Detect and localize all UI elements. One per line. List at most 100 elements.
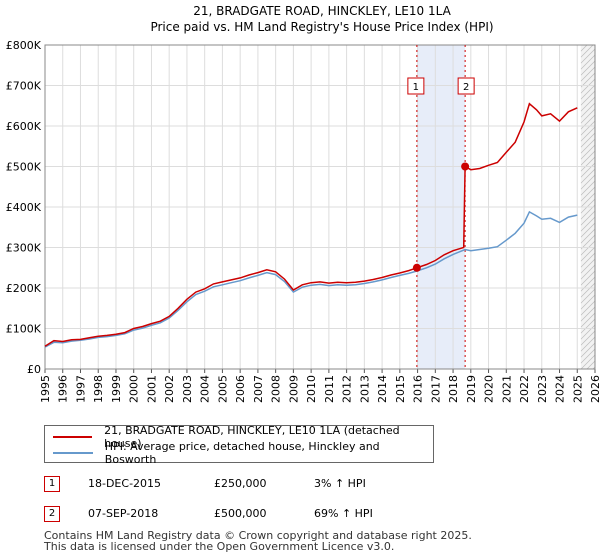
projection-hatch-line	[580, 312, 596, 328]
projection-hatch-line	[580, 54, 596, 70]
projection-hatch-line	[580, 78, 596, 94]
x-tick-label: 2016	[412, 375, 425, 403]
transaction-price: £250,000	[214, 477, 267, 490]
projection-hatch-line	[580, 96, 596, 112]
x-tick-label: 2011	[323, 375, 336, 403]
projection-hatch-line	[580, 210, 596, 226]
x-tick-label: 2008	[270, 375, 283, 403]
y-tick-label: £100K	[6, 323, 42, 336]
projection-hatch-line	[580, 144, 596, 160]
projection-hatch-line	[580, 45, 588, 52]
x-tick-label: 2013	[358, 375, 371, 403]
series-line-property	[44, 102, 578, 347]
projection-hatch-line	[580, 120, 596, 136]
projection-hatch-line	[580, 288, 596, 304]
transaction-point	[412, 263, 421, 272]
footer-copyright: Contains HM Land Registry data © Crown c…	[44, 529, 472, 542]
projection-hatch-line	[580, 216, 596, 232]
projection-hatch-line	[580, 222, 596, 238]
x-tick-label: 2014	[376, 375, 389, 403]
x-tick-label: 2004	[199, 375, 212, 403]
projection-hatch-line	[580, 180, 596, 196]
projection-hatch-line	[580, 198, 596, 214]
projection-hatch-line	[580, 306, 596, 322]
projection-hatch-line	[580, 354, 596, 369]
projection-hatch-line	[580, 318, 596, 334]
x-tick-label: 2017	[429, 375, 442, 403]
transaction-point	[461, 162, 470, 171]
projection-hatch-line	[580, 258, 596, 274]
projection-hatch-line	[580, 240, 596, 256]
projection-hatch-line	[580, 186, 596, 202]
x-tick-label: 2021	[500, 375, 513, 403]
projection-hatch-line	[580, 72, 596, 88]
x-tick-label: 2006	[234, 375, 247, 403]
chart-subtitle: Price paid vs. HM Land Registry's House …	[150, 20, 493, 34]
projection-hatch-line	[580, 90, 596, 106]
transaction-number-badge: 2	[44, 506, 60, 522]
projection-hatch-line	[580, 264, 596, 280]
projection-hatch-line	[580, 336, 596, 352]
transaction-badge-label: 2	[463, 82, 469, 93]
projection-hatch-line	[580, 234, 596, 250]
legend-swatch-hpi	[53, 452, 93, 454]
transaction-price: £500,000	[214, 507, 267, 520]
x-tick-label: 2018	[447, 375, 460, 403]
projection-hatch-line	[580, 300, 596, 316]
x-tick-label: 2003	[181, 375, 194, 403]
y-tick-label: £400K	[6, 201, 42, 214]
transaction-badge-box	[457, 77, 475, 95]
legend-swatch-property	[53, 436, 93, 438]
projection-hatch-line	[580, 228, 596, 244]
projection-hatch-line	[580, 156, 596, 172]
projection-hatch-line	[580, 66, 596, 82]
transaction-date: 07-SEP-2018	[88, 507, 159, 520]
projection-hatch-line	[580, 246, 596, 262]
y-tick-label: £500K	[6, 161, 42, 174]
x-tick-label: 2026	[589, 375, 600, 403]
transaction-number-badge: 1	[44, 476, 60, 492]
y-tick-label: £200K	[6, 282, 42, 295]
x-tick-label: 2020	[483, 375, 496, 403]
legend-item-hpi: HPI: Average price, detached house, Hinc…	[53, 440, 433, 466]
projection-hatch-line	[580, 60, 596, 76]
projection-hatch-line	[580, 45, 582, 46]
series-line-hpi	[44, 210, 578, 348]
x-tick-label: 2024	[554, 375, 567, 403]
y-tick-label: £800K	[6, 39, 42, 52]
x-tick-label: 1996	[57, 375, 70, 403]
transaction-badge-label: 1	[413, 82, 419, 93]
projection-hatch-line	[580, 114, 596, 130]
projection-hatch-line	[580, 132, 596, 148]
transaction-date: 18-DEC-2015	[88, 477, 162, 490]
y-tick-label: £600K	[6, 120, 42, 133]
x-tick-label: 1997	[74, 375, 87, 403]
projection-hatch-line	[580, 48, 596, 64]
price-chart: 21, BRADGATE ROAD, HINCKLEY, LE10 1LA Pr…	[6, 4, 600, 403]
transaction-hpi-change: 69% ↑ HPI	[314, 507, 373, 520]
projection-hatch-line	[580, 102, 596, 118]
projection-hatch-line	[580, 348, 596, 364]
x-tick-label: 1995	[39, 375, 52, 403]
legend-label-hpi: HPI: Average price, detached house, Hinc…	[104, 440, 380, 466]
x-tick-label: 2009	[287, 375, 300, 403]
legend: 21, BRADGATE ROAD, HINCKLEY, LE10 1LA (d…	[44, 424, 434, 466]
y-tick-label: £300K	[6, 242, 42, 255]
transaction-hpi-change: 3% ↑ HPI	[314, 477, 366, 490]
legend-label-property: 21, BRADGATE ROAD, HINCKLEY, LE10 1LA (d…	[104, 424, 400, 450]
y-tick-label: £0	[27, 363, 41, 376]
y-tick-label: £700K	[6, 80, 42, 93]
projection-hatch-line	[586, 360, 596, 369]
x-tick-label: 1998	[92, 375, 105, 403]
projection-hatch-line	[580, 342, 596, 358]
x-tick-label: 2019	[465, 375, 478, 403]
projection-hatch-line	[581, 25, 595, 39]
projection-hatch-line	[580, 294, 596, 310]
x-tick-label: 2022	[518, 375, 531, 403]
plot-border	[44, 44, 596, 370]
x-tick-label: 2012	[341, 375, 354, 403]
x-tick-label: 2002	[163, 375, 176, 403]
projection-hatch-line	[580, 126, 596, 142]
projection-hatch-line	[580, 330, 596, 346]
projection-hatch-line	[580, 276, 596, 292]
